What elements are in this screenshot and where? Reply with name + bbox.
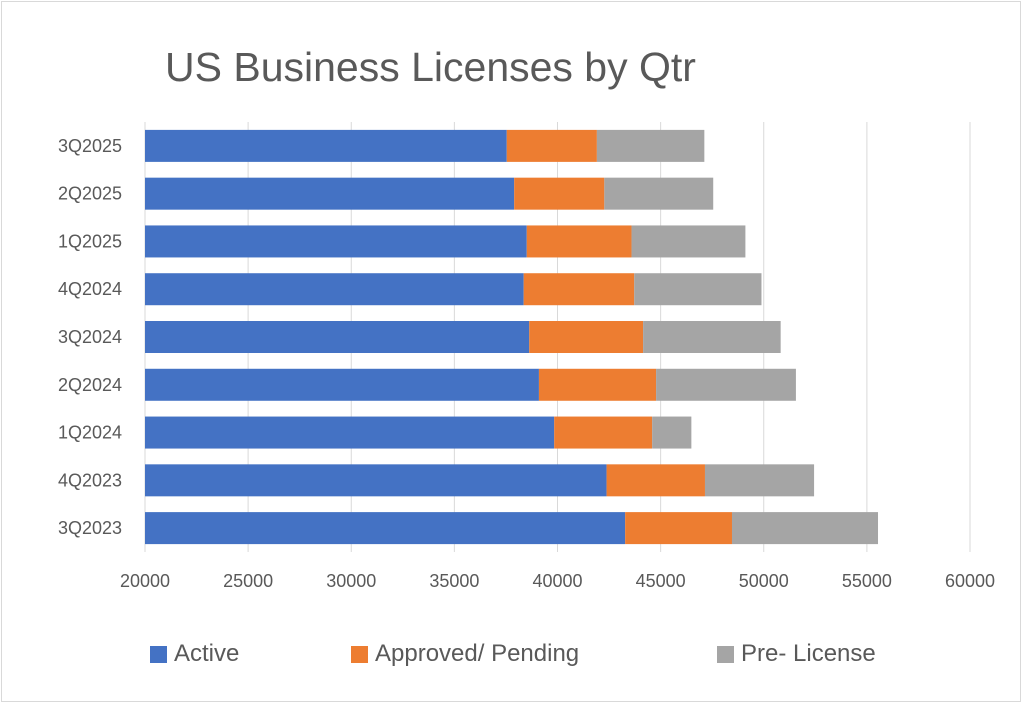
bar-active-1Q2024 — [145, 416, 555, 449]
bar-pre-license-1Q2025 — [631, 225, 746, 258]
x-tick-label: 45000 — [636, 571, 686, 591]
x-tick-label: 40000 — [532, 571, 582, 591]
bar-pre-license-2Q2025 — [604, 177, 714, 210]
legend-item: Active — [150, 640, 239, 668]
y-category-label: 1Q2024 — [58, 423, 122, 443]
legend-label: Pre- License — [741, 640, 876, 667]
x-tick-label: 50000 — [739, 571, 789, 591]
legend-swatch — [717, 645, 734, 663]
bar-active-2Q2025 — [145, 177, 515, 210]
y-category-label: 4Q2024 — [58, 279, 122, 299]
x-tick-label: 35000 — [429, 571, 479, 591]
bar-approved-pending-3Q2023 — [625, 512, 732, 545]
y-category-label: 3Q2023 — [58, 518, 122, 538]
bar-approved-pending-3Q2024 — [529, 321, 644, 353]
bar-pre-license-4Q2023 — [704, 464, 815, 497]
bar-active-1Q2025 — [145, 225, 527, 258]
bar-pre-license-1Q2024 — [652, 416, 692, 449]
legend-label: Approved/ Pending — [375, 640, 580, 667]
bar-active-4Q2024 — [145, 273, 524, 306]
bar-approved-pending-1Q2025 — [526, 225, 632, 258]
bar-pre-license-3Q2023 — [731, 512, 879, 545]
y-category-label: 2Q2025 — [58, 184, 122, 204]
y-category-label: 1Q2025 — [58, 231, 122, 251]
x-tick-label: 30000 — [326, 571, 376, 591]
bar-pre-license-2Q2024 — [656, 368, 796, 401]
bar-active-4Q2023 — [145, 464, 607, 497]
x-tick-label: 55000 — [842, 571, 892, 591]
x-tick-label: 60000 — [945, 571, 995, 591]
bar-active-3Q2024 — [145, 321, 530, 353]
legend-item: Approved/ Pending — [351, 640, 579, 668]
y-category-label: 3Q2024 — [58, 327, 122, 347]
bar-approved-pending-1Q2024 — [554, 416, 653, 449]
bar-approved-pending-3Q2025 — [506, 129, 597, 162]
legend-item: Pre- License — [717, 640, 876, 668]
bar-active-3Q2025 — [145, 129, 507, 162]
bar-pre-license-3Q2025 — [596, 129, 705, 162]
legend: Active Approved/ Pending Pre- License — [0, 640, 1024, 674]
bar-approved-pending-2Q2024 — [538, 368, 657, 401]
bar-approved-pending-2Q2025 — [514, 177, 605, 210]
x-tick-label: 25000 — [223, 571, 273, 591]
legend-swatch — [351, 645, 368, 663]
bar-approved-pending-4Q2024 — [523, 273, 635, 306]
y-category-label: 2Q2024 — [58, 375, 122, 395]
bar-active-2Q2024 — [145, 368, 539, 401]
bar-pre-license-3Q2024 — [643, 321, 781, 353]
chart-title: US Business Licenses by Qtr — [165, 44, 696, 90]
y-category-label: 3Q2025 — [58, 136, 122, 156]
bar-approved-pending-4Q2023 — [606, 464, 705, 497]
bar-active-3Q2023 — [145, 512, 626, 545]
y-category-label: 4Q2023 — [58, 470, 122, 490]
bar-pre-license-4Q2024 — [634, 273, 762, 306]
legend-label: Active — [174, 640, 240, 667]
legend-swatch — [150, 645, 167, 663]
x-tick-label: 20000 — [120, 571, 170, 591]
